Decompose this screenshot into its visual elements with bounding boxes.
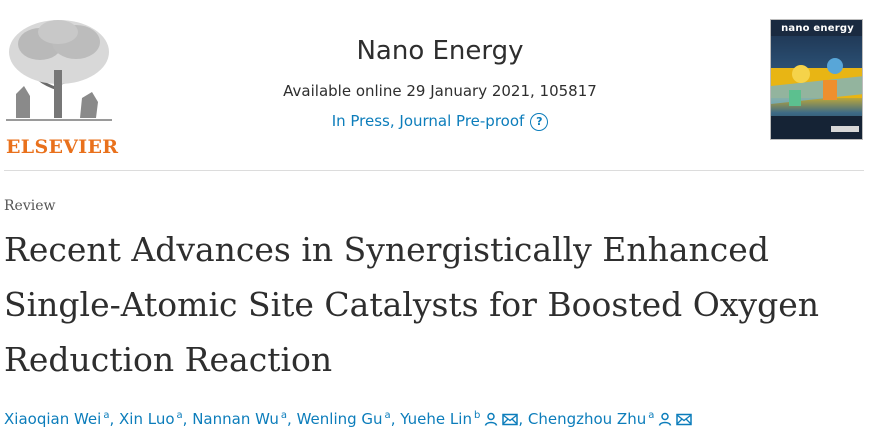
author-name[interactable]: Chengzhou Zhu <box>527 410 647 428</box>
author-item: Yuehe Lin b <box>400 410 519 430</box>
author-item: Chengzhou Zhu a <box>528 410 693 428</box>
author-name[interactable]: Xin Luo <box>119 410 175 428</box>
help-icon[interactable]: ? <box>530 113 549 131</box>
press-status-row: In Press, Journal Pre-proof? <box>290 112 590 131</box>
cover-title: nano energy <box>781 23 854 34</box>
author-name[interactable]: Nannan Wu <box>192 410 279 428</box>
author-separator: , <box>109 410 120 428</box>
author-item: Xiaoqian Wei a <box>4 410 109 428</box>
article-title: Recent Advances in Synergistically Enhan… <box>4 230 819 379</box>
affiliation-marker[interactable]: a <box>103 410 110 421</box>
author-list: Xiaoqian Wei a, Xin Luo a, Nannan Wu a, Wen… <box>4 410 864 430</box>
affiliation-marker[interactable]: a <box>280 410 288 421</box>
journal-cover-image[interactable]: nano energy <box>770 19 863 140</box>
author-name[interactable]: Yuehe Lin <box>400 410 472 428</box>
publisher-name: ELSEVIER <box>6 136 119 158</box>
author-name[interactable]: Wenling Gu <box>296 410 383 428</box>
availability-date: Available online 29 January 2021, 105817 <box>283 82 597 100</box>
author-separator: , <box>518 410 528 428</box>
elsevier-tree-icon <box>2 14 116 124</box>
author-item: Xin Luo a <box>119 410 183 428</box>
cover-artwork-icon <box>771 20 862 139</box>
journal-title[interactable]: Nano Energy <box>356 36 524 66</box>
author-item: Wenling Gu a <box>297 410 391 428</box>
elsevier-logo[interactable]: ELSEVIER <box>2 14 118 158</box>
person-icon[interactable] <box>658 412 672 430</box>
mail-icon[interactable] <box>676 412 693 430</box>
author-separator: , <box>287 410 297 428</box>
author-name[interactable]: Xiaoqian Wei <box>4 410 102 428</box>
author-item: Nannan Wu a <box>192 410 287 428</box>
in-press-link[interactable]: In Press, Journal Pre-proof <box>331 112 525 130</box>
affiliation-marker[interactable]: a <box>176 410 183 421</box>
affiliation-marker[interactable]: a <box>648 410 655 421</box>
mail-icon[interactable] <box>502 412 519 430</box>
author-separator: , <box>182 410 193 428</box>
affiliation-marker[interactable]: b <box>473 410 481 421</box>
article-type-label: Review <box>4 198 56 214</box>
author-separator: , <box>390 410 401 428</box>
header-divider <box>4 170 864 171</box>
affiliation-marker[interactable]: a <box>384 410 391 421</box>
person-icon[interactable] <box>484 412 498 430</box>
